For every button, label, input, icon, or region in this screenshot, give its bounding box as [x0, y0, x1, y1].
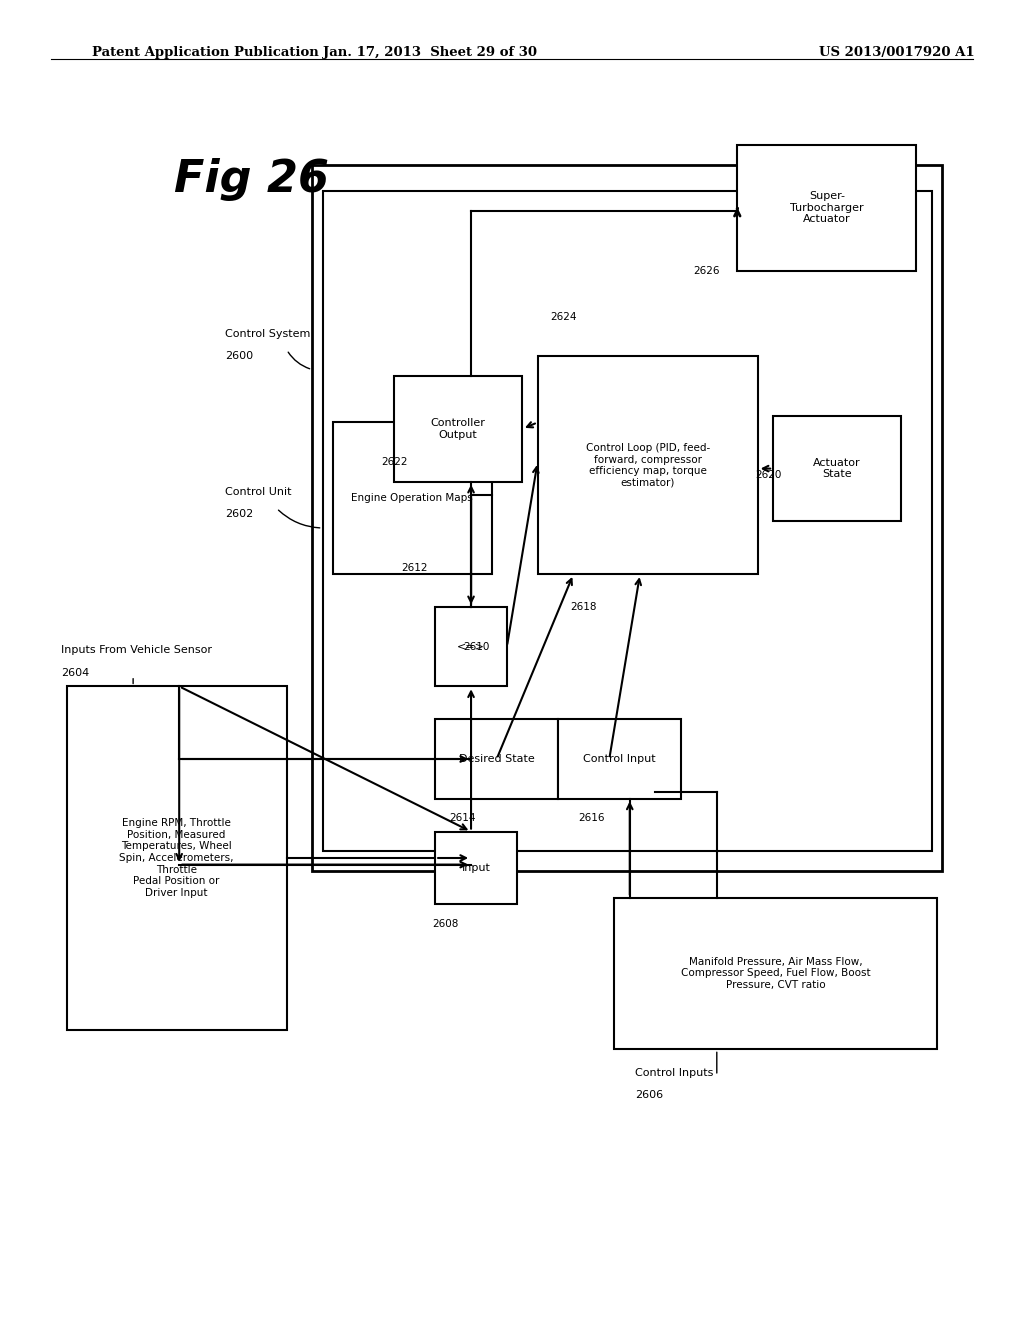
Text: Fig 26: Fig 26 — [174, 158, 329, 202]
Text: 2600: 2600 — [225, 351, 253, 362]
Text: Control Inputs: Control Inputs — [635, 1068, 714, 1078]
Text: US 2013/0017920 A1: US 2013/0017920 A1 — [819, 46, 975, 59]
Text: 2614: 2614 — [450, 813, 476, 824]
Text: 2626: 2626 — [693, 265, 720, 276]
Text: Control Loop (PID, feed-
forward, compressor
efficiency map, torque
estimator): Control Loop (PID, feed- forward, compre… — [586, 444, 710, 487]
Text: Patent Application Publication: Patent Application Publication — [92, 46, 318, 59]
FancyBboxPatch shape — [614, 898, 937, 1049]
Text: 2624: 2624 — [550, 312, 577, 322]
Text: 2618: 2618 — [570, 602, 597, 612]
FancyBboxPatch shape — [394, 376, 522, 482]
Text: 2612: 2612 — [401, 562, 428, 573]
Text: Super-
Turbocharger
Actuator: Super- Turbocharger Actuator — [791, 191, 863, 224]
Text: Actuator
State: Actuator State — [813, 458, 861, 479]
Text: Input: Input — [462, 863, 490, 873]
Text: Desired State: Desired State — [459, 754, 535, 764]
Text: Jan. 17, 2013  Sheet 29 of 30: Jan. 17, 2013 Sheet 29 of 30 — [324, 46, 537, 59]
Text: Control System: Control System — [225, 329, 310, 339]
Text: Control Unit: Control Unit — [225, 487, 292, 498]
Text: 2620: 2620 — [755, 470, 781, 480]
FancyBboxPatch shape — [538, 356, 758, 574]
Text: 2622: 2622 — [381, 457, 408, 467]
Text: 2604: 2604 — [61, 668, 90, 678]
FancyBboxPatch shape — [558, 719, 681, 799]
FancyBboxPatch shape — [323, 191, 932, 851]
FancyBboxPatch shape — [435, 719, 558, 799]
Text: 2610: 2610 — [463, 642, 489, 652]
Text: Engine RPM, Throttle
Position, Measured
Temperatures, Wheel
Spin, Accelerometers: Engine RPM, Throttle Position, Measured … — [120, 818, 233, 898]
Text: Controller
Output: Controller Output — [431, 418, 485, 440]
FancyBboxPatch shape — [67, 686, 287, 1030]
Text: Inputs From Vehicle Sensor: Inputs From Vehicle Sensor — [61, 645, 212, 656]
Text: Manifold Pressure, Air Mass Flow,
Compressor Speed, Fuel Flow, Boost
Pressure, C: Manifold Pressure, Air Mass Flow, Compre… — [681, 957, 870, 990]
FancyBboxPatch shape — [312, 165, 942, 871]
Text: 2616: 2616 — [579, 813, 605, 824]
Text: <=>: <=> — [457, 642, 485, 652]
Text: 2606: 2606 — [635, 1090, 663, 1101]
FancyBboxPatch shape — [333, 422, 492, 574]
Text: Engine Operation Maps: Engine Operation Maps — [351, 494, 473, 503]
FancyBboxPatch shape — [435, 832, 517, 904]
Text: Control Input: Control Input — [584, 754, 655, 764]
FancyBboxPatch shape — [435, 607, 507, 686]
Text: 2602: 2602 — [225, 510, 254, 520]
Text: 2608: 2608 — [432, 919, 459, 929]
FancyBboxPatch shape — [737, 145, 916, 271]
FancyBboxPatch shape — [773, 416, 901, 521]
